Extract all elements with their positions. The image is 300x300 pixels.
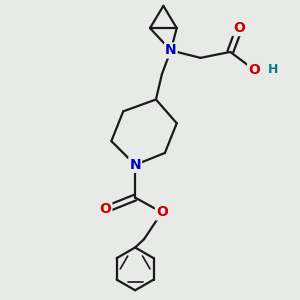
- Text: N: N: [129, 158, 141, 172]
- Text: O: O: [100, 202, 111, 216]
- Text: O: O: [233, 21, 245, 35]
- Text: H: H: [267, 63, 278, 76]
- Text: O: O: [156, 206, 168, 219]
- Text: N: N: [165, 44, 177, 57]
- Text: O: O: [248, 63, 260, 77]
